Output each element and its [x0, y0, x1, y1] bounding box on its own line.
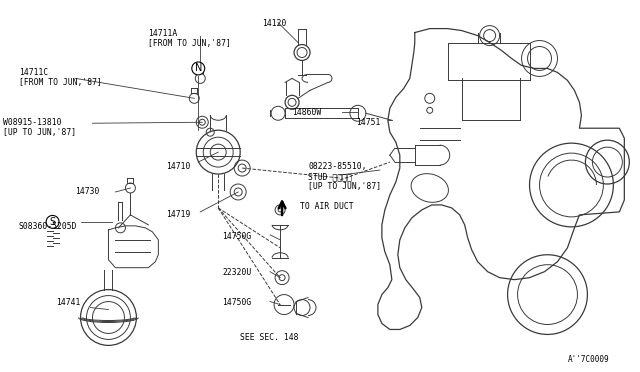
- Text: 14751: 14751: [356, 118, 380, 127]
- Text: 22320U: 22320U: [222, 268, 252, 277]
- Text: 08223-85510,: 08223-85510,: [308, 162, 367, 171]
- Text: 14719: 14719: [166, 210, 191, 219]
- Circle shape: [479, 26, 500, 45]
- Text: 14750G: 14750G: [222, 298, 252, 307]
- Text: SEE SEC. 148: SEE SEC. 148: [240, 333, 299, 343]
- Text: 14730: 14730: [76, 187, 100, 196]
- Text: TO AIR DUCT: TO AIR DUCT: [300, 202, 354, 211]
- Text: [UP TO JUN,'87]: [UP TO JUN,'87]: [3, 128, 76, 137]
- Text: 14710: 14710: [166, 162, 191, 171]
- Text: 14750G: 14750G: [222, 232, 252, 241]
- Text: S: S: [49, 217, 56, 227]
- Text: 14860W: 14860W: [292, 108, 321, 117]
- Text: STUD スタッド: STUD スタッド: [308, 172, 352, 181]
- Text: W08915-13810: W08915-13810: [3, 118, 61, 127]
- Text: [FROM TO JUN,'87]: [FROM TO JUN,'87]: [19, 78, 102, 87]
- Text: A''7C0009: A''7C0009: [568, 355, 609, 364]
- Text: 14711C: 14711C: [19, 68, 48, 77]
- Text: N: N: [195, 64, 202, 73]
- Text: [FROM TO JUN,'87]: [FROM TO JUN,'87]: [148, 39, 231, 48]
- Text: [UP TO JUN,'87]: [UP TO JUN,'87]: [308, 182, 381, 191]
- Text: 14711A: 14711A: [148, 29, 178, 38]
- Text: 14741: 14741: [56, 298, 80, 307]
- Text: S08360-5205D: S08360-5205D: [19, 222, 77, 231]
- Text: 14120: 14120: [262, 19, 287, 28]
